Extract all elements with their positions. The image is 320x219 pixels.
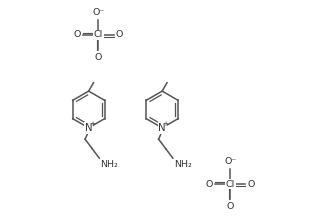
Text: N: N <box>85 123 92 133</box>
Text: +: + <box>163 121 169 127</box>
Text: O: O <box>74 30 81 39</box>
Text: O: O <box>116 30 123 39</box>
Text: NH₂: NH₂ <box>100 160 118 169</box>
Text: +: + <box>89 121 95 127</box>
Text: O⁻: O⁻ <box>92 8 105 17</box>
Text: Cl: Cl <box>94 30 103 39</box>
Text: N: N <box>158 123 166 133</box>
Text: NH₂: NH₂ <box>174 160 192 169</box>
Text: O: O <box>248 180 255 189</box>
Text: O⁻: O⁻ <box>224 157 236 166</box>
Text: O: O <box>95 53 102 62</box>
Text: O: O <box>227 202 234 211</box>
Text: O: O <box>205 180 213 189</box>
Text: Cl: Cl <box>226 180 235 189</box>
